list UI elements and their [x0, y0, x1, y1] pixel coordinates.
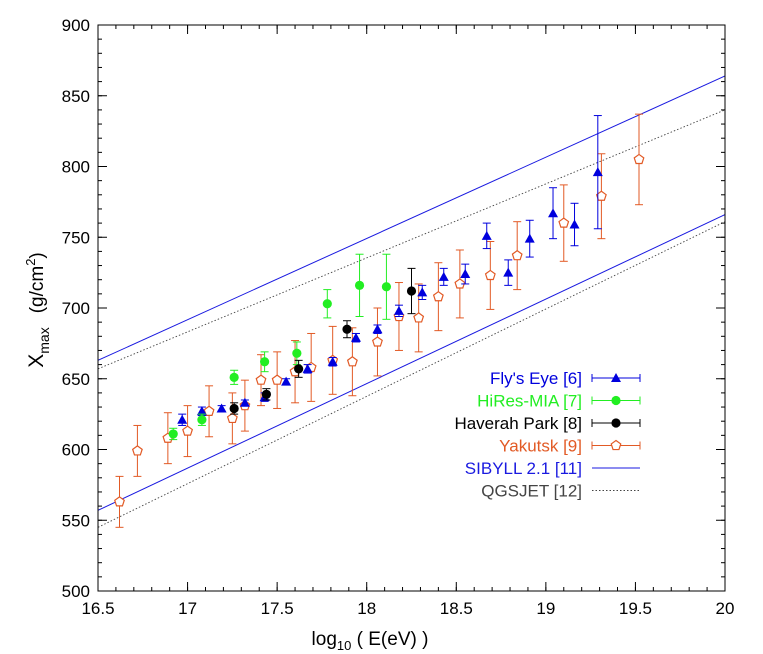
- y-tick-label: 850: [62, 87, 90, 106]
- x-tick-label: 19: [536, 599, 555, 618]
- data-point: [372, 336, 383, 347]
- legend-label: Fly's Eye [6]: [490, 369, 582, 388]
- data-point: [216, 403, 227, 413]
- y-tick-label: 800: [62, 158, 90, 177]
- data-point: [327, 356, 338, 366]
- data-point: [281, 376, 292, 386]
- data-point: [432, 290, 444, 302]
- data-point: [372, 324, 383, 334]
- data-point: [413, 312, 425, 323]
- x-tick-label: 16.5: [81, 599, 114, 618]
- x-tick-label: 17: [178, 599, 197, 618]
- data-point: [548, 208, 559, 218]
- data-point: [255, 374, 267, 385]
- model-line: [98, 214, 725, 511]
- model-line: [98, 221, 725, 528]
- data-point: [354, 280, 365, 290]
- data-point: [168, 429, 178, 439]
- y-tick-label: 750: [62, 228, 90, 247]
- x-tick-label: 17.5: [261, 599, 294, 618]
- data-point: [454, 278, 466, 289]
- data-point: [569, 219, 580, 229]
- data-point: [302, 363, 313, 373]
- data-point: [292, 348, 302, 358]
- data-point: [322, 299, 332, 309]
- legend: Fly's Eye [6] HiRes-MIA [7] Haverah Park […: [454, 369, 641, 501]
- model-lines: [98, 75, 725, 528]
- data-point: [438, 271, 449, 281]
- data-point: [196, 406, 207, 416]
- data-point: [342, 324, 352, 334]
- legend-marker: [611, 373, 621, 382]
- data-point: [271, 374, 283, 385]
- y-tick-label: 500: [62, 582, 90, 601]
- legend-label: HiRes-MIA [7]: [477, 392, 582, 411]
- data-point: [484, 269, 496, 281]
- data-point: [131, 445, 143, 456]
- data-point: [197, 415, 207, 425]
- legend-label: Yakutsk [9]: [499, 437, 582, 456]
- data-point: [350, 332, 361, 342]
- x-tick-label: 18: [357, 599, 376, 618]
- data-point: [460, 269, 471, 279]
- y-axis-title: Xmax(g/cm2): [23, 252, 52, 368]
- data-point: [393, 305, 404, 315]
- model-line: [98, 109, 725, 370]
- legend-label: Haverah Park [8]: [454, 414, 582, 433]
- data-point: [114, 496, 125, 507]
- x-tick-label: 20: [716, 599, 735, 618]
- data-point: [481, 230, 492, 240]
- y-tick-label: 650: [62, 370, 90, 389]
- data-point: [260, 357, 270, 367]
- axis-ticks: 16.5 17 17.5 18 18.5 19 19.5 20 500 550 600 650 700 7…: [62, 16, 735, 618]
- data-point: [294, 364, 304, 374]
- data-point: [417, 287, 428, 297]
- data-point: [633, 153, 645, 165]
- data-point: [503, 267, 514, 277]
- y-tick-label: 600: [62, 441, 90, 460]
- data-point: [203, 405, 215, 416]
- data-point: [177, 414, 188, 424]
- data-points: [114, 113, 645, 528]
- legend-marker: [611, 395, 621, 406]
- data-point: [261, 389, 271, 399]
- data-point: [226, 412, 238, 424]
- y-tick-label: 550: [62, 511, 90, 530]
- data-point: [346, 356, 358, 367]
- legend-label: SIBYLL 2.1 [11]: [465, 459, 582, 478]
- data-point: [182, 425, 194, 436]
- data-point: [229, 403, 239, 414]
- data-point: [406, 286, 417, 296]
- y-tick-label: 700: [62, 299, 90, 318]
- data-point: [239, 397, 250, 407]
- y-tick-label: 900: [62, 16, 90, 35]
- data-point: [381, 282, 392, 292]
- legend-label: QGSJET [12]: [481, 482, 582, 501]
- data-point: [592, 167, 603, 177]
- legend-marker: [610, 439, 622, 451]
- x-tick-label: 19.5: [619, 599, 652, 618]
- data-point: [524, 233, 535, 243]
- x-axis-title: log10 ( E(eV) ): [312, 629, 429, 653]
- data-point: [511, 249, 523, 261]
- x-tick-label: 18.5: [440, 599, 473, 618]
- data-point: [558, 217, 570, 228]
- model-line: [98, 75, 725, 361]
- data-point: [229, 372, 239, 382]
- legend-marker: [611, 418, 621, 428]
